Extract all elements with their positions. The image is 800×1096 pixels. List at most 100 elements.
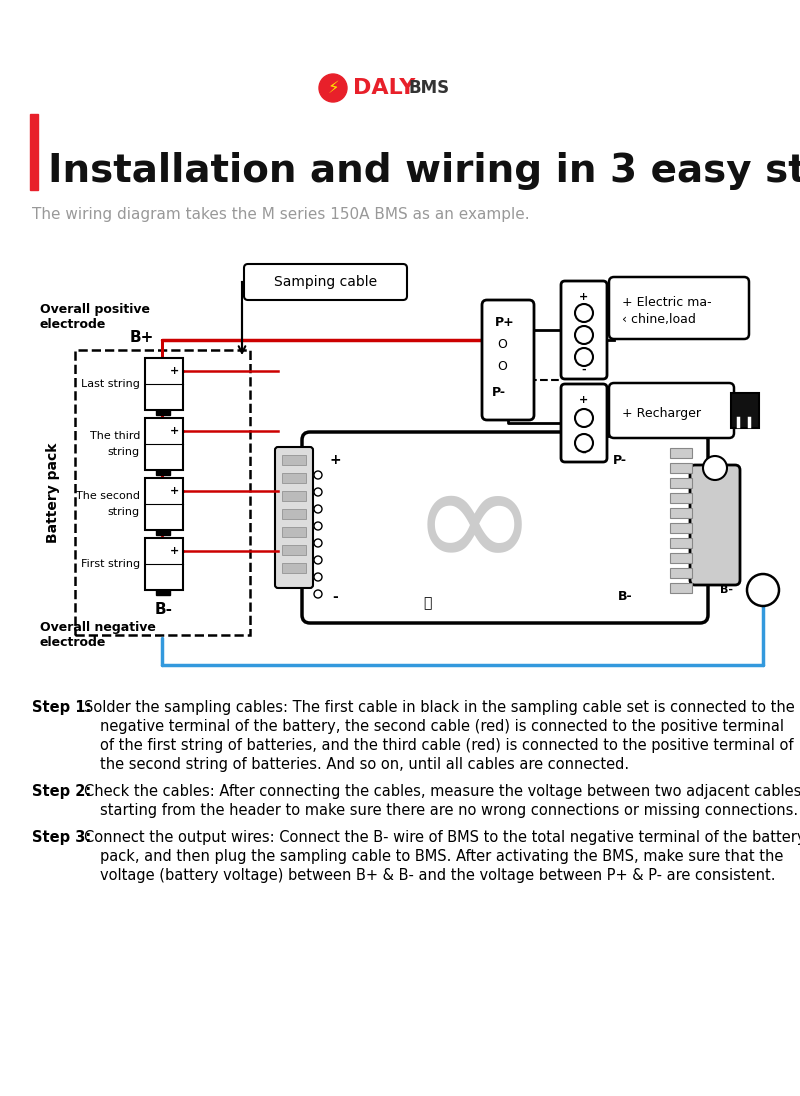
Text: ⚡: ⚡ <box>327 79 339 98</box>
Circle shape <box>314 539 322 547</box>
Bar <box>670 568 692 578</box>
Bar <box>145 358 183 410</box>
Circle shape <box>319 75 347 102</box>
Text: string: string <box>108 506 140 517</box>
Circle shape <box>314 556 322 564</box>
Text: P+: P+ <box>495 317 514 330</box>
Bar <box>670 463 692 473</box>
Bar <box>670 538 692 548</box>
Circle shape <box>575 434 593 452</box>
Bar <box>670 509 692 518</box>
FancyBboxPatch shape <box>561 384 607 463</box>
Text: Overall negative: Overall negative <box>40 620 156 633</box>
Text: Last string: Last string <box>81 379 140 389</box>
Bar <box>731 393 759 429</box>
Text: Samping cable: Samping cable <box>274 275 377 289</box>
Text: O: O <box>497 361 507 374</box>
Text: +: + <box>579 292 589 302</box>
Bar <box>670 523 692 533</box>
Text: pack, and then plug the sampling cable to BMS. After activating the BMS, make su: pack, and then plug the sampling cable t… <box>100 849 783 864</box>
Circle shape <box>314 488 322 496</box>
Text: Check the cables: After connecting the cables, measure the voltage between two a: Check the cables: After connecting the c… <box>84 784 800 799</box>
Bar <box>670 448 692 458</box>
Text: Step 2:: Step 2: <box>32 784 91 799</box>
Bar <box>30 114 38 190</box>
Circle shape <box>314 573 322 581</box>
Text: ⏚: ⏚ <box>423 596 431 610</box>
Text: ∞: ∞ <box>410 453 538 602</box>
Text: The third: The third <box>90 431 140 442</box>
Bar <box>282 527 306 537</box>
FancyBboxPatch shape <box>609 383 734 438</box>
Circle shape <box>314 522 322 530</box>
Text: B-: B- <box>720 585 733 595</box>
Bar <box>157 590 170 595</box>
Text: Battery pack: Battery pack <box>46 443 60 543</box>
Text: + Recharger: + Recharger <box>622 407 701 420</box>
Bar <box>282 491 306 501</box>
Bar <box>282 455 306 465</box>
Text: of the first string of batteries, and the third cable (red) is connected to the : of the first string of batteries, and th… <box>100 738 794 753</box>
Bar <box>145 538 183 590</box>
Circle shape <box>703 456 727 480</box>
Text: -: - <box>582 448 586 458</box>
Text: First string: First string <box>81 559 140 569</box>
Circle shape <box>314 505 322 513</box>
Text: The second: The second <box>76 491 140 501</box>
Bar <box>282 545 306 555</box>
Text: string: string <box>108 447 140 457</box>
FancyBboxPatch shape <box>482 300 534 420</box>
Text: Solder the sampling cables: The first cable in black in the sampling cable set i: Solder the sampling cables: The first ca… <box>84 700 794 715</box>
Text: ‹ chine,load: ‹ chine,load <box>622 313 696 327</box>
Text: O: O <box>497 339 507 352</box>
Circle shape <box>314 471 322 479</box>
Bar <box>157 530 170 535</box>
Text: electrode: electrode <box>40 636 106 649</box>
FancyBboxPatch shape <box>75 350 250 635</box>
Text: Connect the output wires: Connect the B- wire of BMS to the total negative termi: Connect the output wires: Connect the B-… <box>84 830 800 845</box>
Circle shape <box>314 590 322 598</box>
Circle shape <box>575 326 593 344</box>
Bar <box>145 478 183 530</box>
Bar <box>670 553 692 563</box>
Text: +: + <box>170 366 179 376</box>
FancyBboxPatch shape <box>244 264 407 300</box>
Text: Overall positive: Overall positive <box>40 304 150 317</box>
Text: Installation and wiring in 3 easy steps: Installation and wiring in 3 easy steps <box>48 152 800 190</box>
Text: DALY: DALY <box>353 78 415 98</box>
Text: B+: B+ <box>130 331 154 345</box>
Bar <box>157 410 170 415</box>
FancyBboxPatch shape <box>690 465 740 585</box>
Circle shape <box>575 349 593 366</box>
Bar <box>282 563 306 573</box>
Bar <box>282 509 306 520</box>
FancyBboxPatch shape <box>275 447 313 587</box>
FancyBboxPatch shape <box>561 281 607 379</box>
Text: -: - <box>582 365 586 375</box>
Text: + Electric ma-: + Electric ma- <box>622 296 712 308</box>
Text: electrode: electrode <box>40 319 106 331</box>
Text: Step 1:: Step 1: <box>32 700 91 715</box>
Text: P-: P- <box>613 454 627 467</box>
Text: +: + <box>170 486 179 496</box>
Text: -: - <box>332 590 338 604</box>
Text: Step 3:: Step 3: <box>32 830 91 845</box>
Text: voltage (battery voltage) between B+ & B- and the voltage between P+ & P- are co: voltage (battery voltage) between B+ & B… <box>100 868 775 883</box>
Text: B-: B- <box>618 591 632 604</box>
Bar <box>145 418 183 470</box>
Text: +: + <box>579 395 589 406</box>
Text: The wiring diagram takes the M series 150A BMS as an example.: The wiring diagram takes the M series 15… <box>32 207 530 222</box>
Text: +: + <box>170 426 179 436</box>
Text: B-: B- <box>155 603 173 617</box>
Text: P-: P- <box>492 387 506 400</box>
Text: the second string of batteries. And so on, until all cables are connected.: the second string of batteries. And so o… <box>100 757 629 772</box>
Text: BMS: BMS <box>408 79 449 98</box>
Text: +: + <box>329 453 341 467</box>
Bar <box>157 470 170 475</box>
Circle shape <box>575 304 593 322</box>
Text: starting from the header to make sure there are no wrong connections or missing : starting from the header to make sure th… <box>100 803 798 818</box>
FancyBboxPatch shape <box>302 432 708 623</box>
Bar <box>670 583 692 593</box>
Text: negative terminal of the battery, the second cable (red) is connected to the pos: negative terminal of the battery, the se… <box>100 719 784 734</box>
Text: +: + <box>170 546 179 556</box>
